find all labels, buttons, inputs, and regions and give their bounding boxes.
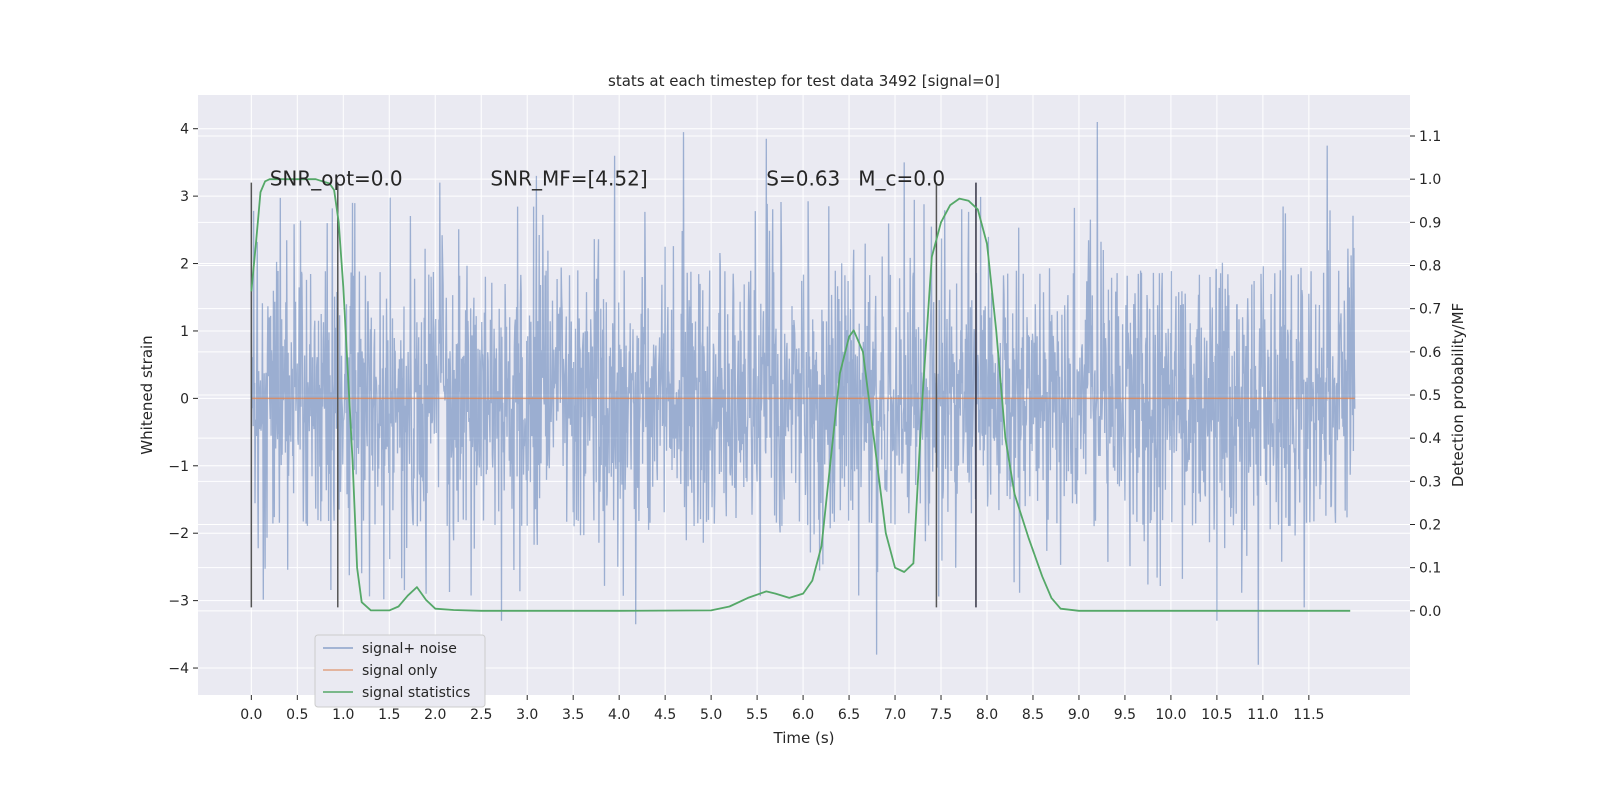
x-tick-label: 9.5 <box>1114 707 1136 723</box>
signal-noise-series <box>250 121 1356 665</box>
x-tick-label: 0.0 <box>240 707 262 723</box>
x-tick-label: 2.0 <box>424 707 446 723</box>
y2-tick-label: 0.6 <box>1419 345 1441 361</box>
x-tick-label: 5.0 <box>700 707 722 723</box>
legend-box <box>314 634 486 708</box>
signal-statistics-line <box>250 178 1351 612</box>
y-tick-label: −3 <box>168 594 189 610</box>
y2-tick-label: 0.0 <box>1419 604 1441 620</box>
x-tick-label: 6.5 <box>838 707 860 723</box>
x-axis-label: Time (s) <box>773 729 835 747</box>
marker-lines <box>250 182 977 608</box>
x-tick-label: 3.0 <box>516 707 538 723</box>
y2-tick-label: 1.0 <box>1419 172 1441 188</box>
y-tick-label: 0 <box>180 391 189 407</box>
y-tick-label: 4 <box>180 122 189 138</box>
x-axis: 0.0 0.5 1.0 1.5 2.0 2.5 3.0 3.5 4.0 4.5 5.0 5.5 6.0 6… <box>240 695 1324 723</box>
annotation-mc-value: M_c=0.0 <box>858 166 945 190</box>
x-tick-label: 2.5 <box>470 707 492 723</box>
x-tick-label: 4.0 <box>608 707 630 723</box>
x-tick-label: 11.5 <box>1293 707 1324 723</box>
annotations: SNR_opt=0.0 SNR_MF=[4.52] S=0.63 M_c=0.0 <box>270 166 945 190</box>
annotation-snr-opt: SNR_opt=0.0 <box>270 166 403 190</box>
x-tick-label: 9.0 <box>1068 707 1090 723</box>
x-tick-label: 3.5 <box>562 707 584 723</box>
y2-tick-label: 1.1 <box>1419 129 1441 145</box>
y2-tick-label: 0.4 <box>1419 431 1441 447</box>
y-tick-label: −2 <box>168 526 189 542</box>
x-tick-label: 7.0 <box>884 707 906 723</box>
x-tick-label: 11.0 <box>1247 707 1278 723</box>
y-tick-label: −1 <box>168 459 189 475</box>
annotation-snr-mf: SNR_MF=[4.52] <box>490 166 647 190</box>
y2-axis-label: Detection probability/MF <box>1449 303 1467 487</box>
signal-statistics-series <box>250 178 1351 612</box>
legend-entry-signal-statistics: signal statistics <box>362 685 470 701</box>
y-axis-left: −4 −3 −2 −1 0 1 2 3 4 <box>168 122 198 677</box>
signal-noise-trace <box>250 121 1356 665</box>
y2-tick-label: 0.7 <box>1419 302 1441 318</box>
y-axis-label: Whitened strain <box>138 335 156 454</box>
y-tick-label: 1 <box>180 324 189 340</box>
x-tick-label: 8.0 <box>976 707 998 723</box>
y2-tick-label: 0.9 <box>1419 215 1441 231</box>
x-tick-label: 4.5 <box>654 707 676 723</box>
y-tick-label: −4 <box>168 661 189 677</box>
x-tick-label: 1.0 <box>332 707 354 723</box>
legend-entry-signal-only: signal only <box>362 663 437 679</box>
x-tick-label: 8.5 <box>1022 707 1044 723</box>
x-tick-label: 0.5 <box>286 707 308 723</box>
x-tick-label: 1.5 <box>378 707 400 723</box>
y2-tick-label: 0.2 <box>1419 517 1441 533</box>
y2-tick-label: 0.8 <box>1419 259 1441 275</box>
y-tick-label: 3 <box>180 189 189 205</box>
y2-tick-label: 0.5 <box>1419 388 1441 404</box>
x-tick-label: 10.5 <box>1201 707 1232 723</box>
y-axis-right: 0.0 0.1 0.2 0.3 0.4 0.5 0.6 0.7 0.8 0.9 1.0 1.1 <box>1410 129 1441 620</box>
x-tick-label: 6.0 <box>792 707 814 723</box>
y2-tick-label: 0.1 <box>1419 561 1441 577</box>
y-tick-label: 2 <box>180 257 189 273</box>
legend-entry-signal-noise: signal+ noise <box>362 641 457 657</box>
x-tick-label: 5.5 <box>746 707 768 723</box>
chart-title: stats at each timestep for test data 349… <box>608 72 1000 90</box>
legend: signal+ noise signal only signal statist… <box>314 634 486 708</box>
annotation-s-value: S=0.63 <box>766 166 840 190</box>
y2-tick-label: 0.3 <box>1419 474 1441 490</box>
x-tick-label: 7.5 <box>930 707 952 723</box>
x-tick-label: 10.0 <box>1155 707 1186 723</box>
